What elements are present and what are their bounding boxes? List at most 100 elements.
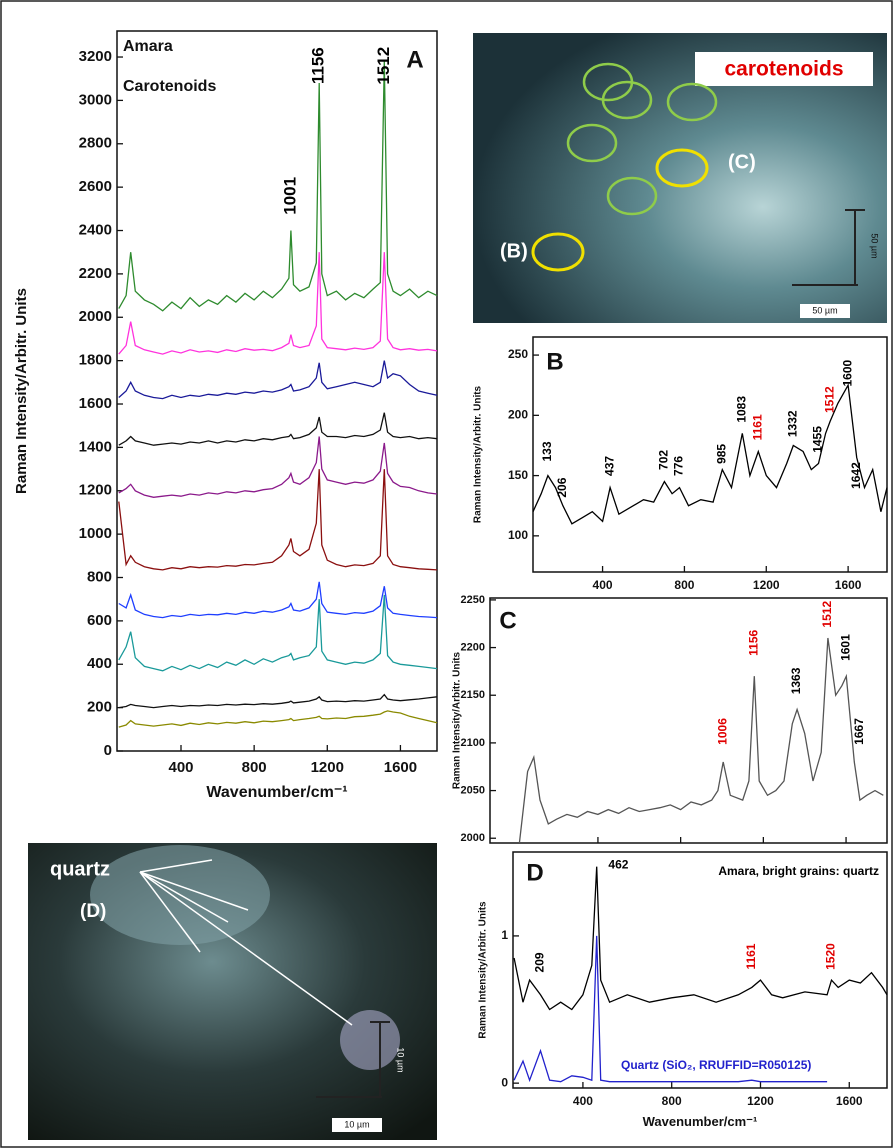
y-axis-label: Raman Intensity/Arbitr. Units [452, 651, 463, 789]
spectrum-line [118, 710, 438, 728]
y-tick-label: 1400 [79, 438, 112, 455]
peak-label: 206 [555, 477, 569, 497]
y-tick-label: 1600 [79, 395, 112, 412]
x-tick-label: 800 [674, 578, 694, 592]
y-tick-label: 0 [501, 1075, 508, 1089]
y-tick-label: 3000 [79, 91, 112, 108]
scale-label: 10 µm [396, 1047, 406, 1072]
spectrum-line [118, 360, 438, 400]
y-axis-label: Raman Intensity/Arbitr. Units [473, 385, 484, 523]
scale-label: 50 µm [870, 233, 880, 258]
y-tick-label: 2250 [461, 594, 485, 606]
scale-box [800, 304, 850, 318]
y-tick-label: 1 [501, 928, 508, 942]
y-tick-label: 2200 [461, 641, 485, 653]
peak-label: 1161 [744, 943, 758, 969]
peak-label: 702 [657, 450, 671, 470]
x-tick-label: 1600 [836, 1094, 863, 1108]
panel-letter: D [526, 859, 543, 886]
chart-title: Amara [123, 38, 173, 55]
y-tick-label: 100 [508, 528, 528, 542]
y-tick-label: 2600 [79, 178, 112, 195]
peak-label: 1667 [852, 718, 866, 745]
x-tick-label: 800 [662, 1094, 682, 1108]
y-tick-label: 2200 [79, 265, 112, 282]
peak-label: 209 [533, 952, 547, 972]
scale-box [332, 1118, 382, 1132]
series-label: Amara, bright grains: quartz [718, 864, 879, 878]
marker-label: (B) [500, 240, 528, 262]
label-box [695, 52, 873, 86]
x-tick-label: 1600 [835, 578, 862, 592]
y-tick-label: 1200 [79, 482, 112, 499]
y-tick-label: 2050 [461, 784, 485, 796]
peak-label: 1363 [789, 667, 803, 694]
peak-label: 462 [608, 857, 628, 871]
peak-label: 1083 [735, 396, 749, 423]
scale-label: 10 µm [344, 1119, 369, 1129]
peak-label: 1520 [824, 943, 838, 970]
spectrum-line [118, 61, 438, 312]
marker-label: (D) [80, 901, 106, 922]
micrograph-label: carotenoids [724, 58, 843, 81]
peak-label: 1642 [849, 462, 863, 489]
panel-letter: C [499, 607, 516, 634]
peak-label: 1455 [811, 426, 825, 453]
y-axis-label: Raman Intensity/Arbitr. Units [13, 288, 30, 494]
grain [340, 1010, 400, 1070]
spectrum-line [513, 866, 888, 1011]
peak-label: 1001 [280, 177, 299, 215]
spectrum-line [118, 693, 438, 709]
peak-label: 985 [714, 444, 728, 464]
peak-label: 1006 [715, 718, 729, 745]
peak-label: 1161 [750, 414, 764, 440]
y-tick-label: 200 [508, 408, 528, 422]
x-tick-label: 1200 [311, 759, 344, 776]
x-tick-label: 1200 [753, 578, 780, 592]
scale-bar [316, 1021, 390, 1098]
peak-label: 1512 [822, 386, 836, 413]
spectrum-line [518, 637, 884, 844]
y-tick-label: 2000 [461, 832, 485, 844]
spectrum-line [118, 581, 438, 619]
x-tick-label: 400 [593, 578, 613, 592]
peak-label: 437 [602, 456, 616, 476]
y-tick-label: 2400 [79, 221, 112, 238]
spectrum-line [513, 935, 828, 1083]
peak-label: 1512 [374, 47, 393, 85]
peak-label: 1601 [838, 634, 852, 661]
spectrum-line [118, 412, 438, 446]
peak-label: 1156 [309, 47, 328, 84]
x-axis-label: Wavenumber/cm⁻¹ [643, 1114, 758, 1129]
chart-panel: 0 200 400 600 800 1000 1200 1400 1600 1800 2000 220… [13, 30, 438, 801]
y-tick-label: 200 [87, 699, 112, 716]
x-tick-label: 800 [242, 759, 267, 776]
panel-letter: B [546, 348, 563, 375]
spectrum-line [118, 436, 438, 498]
peak-label: 1600 [840, 359, 854, 386]
plot-frame [512, 851, 888, 1089]
marker-label: (C) [728, 151, 756, 173]
marker-circles-yellow [531, 148, 709, 272]
y-tick-label: 600 [87, 612, 112, 629]
x-axis-label: Wavenumber/cm⁻¹ [206, 784, 347, 801]
y-tick-label: 2150 [461, 689, 485, 701]
spectrum-line [118, 252, 438, 355]
chart-panel: 10015020025040080012001600Wavenumber/cm⁻… [473, 336, 888, 613]
peak-label: 133 [540, 441, 554, 461]
chart-panel: 0 1 400 800 1200 1600 Wavenumber/cm⁻¹ Raman Int… [478, 851, 888, 1129]
peak-label: 1332 [785, 410, 799, 437]
y-tick-label: 1000 [79, 525, 112, 542]
panel-letter: A [406, 46, 423, 73]
y-tick-label: 3200 [79, 48, 112, 65]
y-tick-label: 1800 [79, 352, 112, 369]
x-tick-label: 400 [168, 759, 193, 776]
y-tick-label: 150 [508, 468, 528, 482]
y-tick-label: 400 [87, 655, 112, 672]
scale-label: 50 µm [812, 305, 837, 315]
plot-frame [532, 336, 888, 573]
spectrum-line [118, 594, 438, 672]
series-label: Quartz (SiO₂, RRUFFID=R050125) [621, 1058, 811, 1072]
y-tick-label: 2800 [79, 135, 112, 152]
